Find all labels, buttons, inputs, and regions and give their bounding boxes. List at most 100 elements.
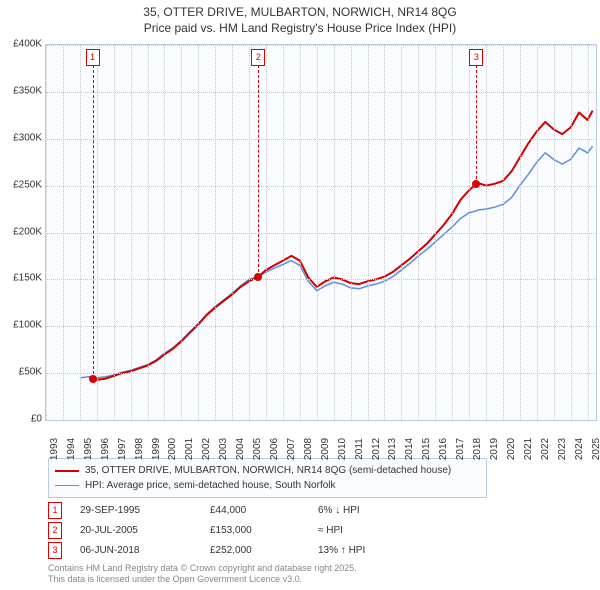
legend-row: 35, OTTER DRIVE, MULBARTON, NORWICH, NR1… [55, 463, 480, 478]
x-axis-tick-label: 2021 [523, 438, 534, 460]
gridline-vertical [401, 45, 402, 420]
gridline-vertical [80, 45, 81, 420]
x-axis-tick-label: 2023 [557, 438, 568, 460]
x-axis-tick-label: 1998 [134, 438, 145, 460]
transaction-marker-badge: 1 [86, 49, 100, 66]
transaction-marker-badge: 2 [251, 49, 265, 66]
gridline-horizontal [46, 373, 596, 374]
x-axis-tick-label: 2014 [404, 438, 415, 460]
x-axis-tick-label: 2007 [286, 438, 297, 460]
y-axis-tick-label: £400K [2, 39, 42, 50]
y-axis-tick-label: £50K [2, 367, 42, 378]
gridline-vertical [215, 45, 216, 420]
gridline-vertical [317, 45, 318, 420]
legend-label-series-1: HPI: Average price, semi-detached house,… [85, 478, 336, 493]
transaction-date: 29-SEP-1995 [80, 505, 210, 516]
y-axis-tick-label: £0 [2, 414, 42, 425]
gridline-vertical [46, 45, 47, 420]
gridline-vertical [384, 45, 385, 420]
plot-area: 1 2 3 [45, 44, 597, 421]
gridline-vertical [334, 45, 335, 420]
footer-attribution: Contains HM Land Registry data © Crown c… [48, 563, 578, 586]
transaction-marker-dot [472, 180, 480, 188]
x-axis-tick-label: 2020 [506, 438, 517, 460]
gridline-vertical [571, 45, 572, 420]
gridline-vertical [486, 45, 487, 420]
gridline-vertical [181, 45, 182, 420]
y-axis-tick-label: £250K [2, 179, 42, 190]
gridline-vertical [588, 45, 589, 420]
transaction-row: 220-JUL-2005£153,000≈ HPI [48, 520, 428, 540]
gridline-vertical [418, 45, 419, 420]
gridline-vertical [148, 45, 149, 420]
transactions-table: 129-SEP-1995£44,0006% ↓ HPI220-JUL-2005£… [48, 500, 428, 560]
gridline-vertical [537, 45, 538, 420]
x-axis-tick-label: 2018 [472, 438, 483, 460]
y-axis-tick-label: £300K [2, 132, 42, 143]
x-axis-tick-label: 1997 [117, 438, 128, 460]
y-axis-tick-label: £350K [2, 85, 42, 96]
transaction-hpi-delta: 13% ↑ HPI [318, 545, 428, 556]
y-axis-tick-label: £150K [2, 273, 42, 284]
x-axis-tick-label: 2019 [489, 438, 500, 460]
gridline-horizontal [46, 326, 596, 327]
gridline-vertical [469, 45, 470, 420]
gridline-vertical [131, 45, 132, 420]
gridline-vertical [520, 45, 521, 420]
x-axis-tick-label: 2010 [337, 438, 348, 460]
x-axis-tick-label: 2025 [591, 438, 600, 460]
gridline-vertical [198, 45, 199, 420]
footer-line-2: This data is licensed under the Open Gov… [48, 574, 302, 584]
gridline-vertical [435, 45, 436, 420]
series-line-price_paid [93, 111, 593, 380]
gridline-vertical [249, 45, 250, 420]
gridline-vertical [63, 45, 64, 420]
gridline-vertical [232, 45, 233, 420]
transaction-price: £252,000 [210, 545, 318, 556]
x-axis-tick-label: 1995 [83, 438, 94, 460]
gridline-horizontal [46, 186, 596, 187]
transaction-badge: 3 [48, 542, 62, 559]
chart-container: 35, OTTER DRIVE, MULBARTON, NORWICH, NR1… [0, 0, 600, 590]
x-axis-tick-label: 2006 [269, 438, 280, 460]
x-axis-tick-label: 2013 [387, 438, 398, 460]
x-axis-tick-label: 2005 [252, 438, 263, 460]
transaction-row: 3 06-JUN-2018£252,00013% ↑ HPI [48, 540, 428, 560]
transaction-marker-line [93, 65, 94, 379]
x-axis-tick-label: 2024 [574, 438, 585, 460]
gridline-vertical [351, 45, 352, 420]
legend-row: HPI: Average price, semi-detached house,… [55, 478, 480, 493]
title-line-2: Price paid vs. HM Land Registry's House … [144, 21, 456, 35]
gridline-horizontal [46, 92, 596, 93]
transaction-hpi-delta: 6% ↓ HPI [318, 505, 428, 516]
x-axis-tick-label: 2002 [201, 438, 212, 460]
gridline-vertical [503, 45, 504, 420]
footer-line-1: Contains HM Land Registry data © Crown c… [48, 563, 357, 573]
x-axis-tick-label: 2001 [184, 438, 195, 460]
y-axis-tick-label: £200K [2, 226, 42, 237]
gridline-vertical [452, 45, 453, 420]
transaction-price: £153,000 [210, 525, 318, 536]
gridline-horizontal [46, 139, 596, 140]
chart-title: 35, OTTER DRIVE, MULBARTON, NORWICH, NR1… [0, 0, 600, 36]
legend-label-series-0: 35, OTTER DRIVE, MULBARTON, NORWICH, NR1… [85, 463, 451, 478]
x-axis-tick-label: 2017 [455, 438, 466, 460]
transaction-marker-line [476, 65, 477, 184]
x-axis-tick-label: 2004 [235, 438, 246, 460]
transaction-badge: 2 [48, 522, 62, 539]
x-axis-tick-label: 2008 [303, 438, 314, 460]
x-axis-tick-label: 1994 [66, 438, 77, 460]
series-line-hpi [80, 146, 593, 377]
x-axis-tick-label: 1999 [151, 438, 162, 460]
transaction-marker-dot [89, 375, 97, 383]
transaction-marker-badge: 3 [469, 49, 483, 66]
transaction-date: 06-JUN-2018 [80, 545, 210, 556]
title-line-1: 35, OTTER DRIVE, MULBARTON, NORWICH, NR1… [143, 5, 456, 19]
x-axis-tick-label: 2016 [438, 438, 449, 460]
gridline-vertical [97, 45, 98, 420]
gridline-vertical [368, 45, 369, 420]
gridline-vertical [266, 45, 267, 420]
x-axis-tick-label: 2015 [421, 438, 432, 460]
transaction-date: 20-JUL-2005 [80, 525, 210, 536]
x-axis-tick-label: 2009 [320, 438, 331, 460]
